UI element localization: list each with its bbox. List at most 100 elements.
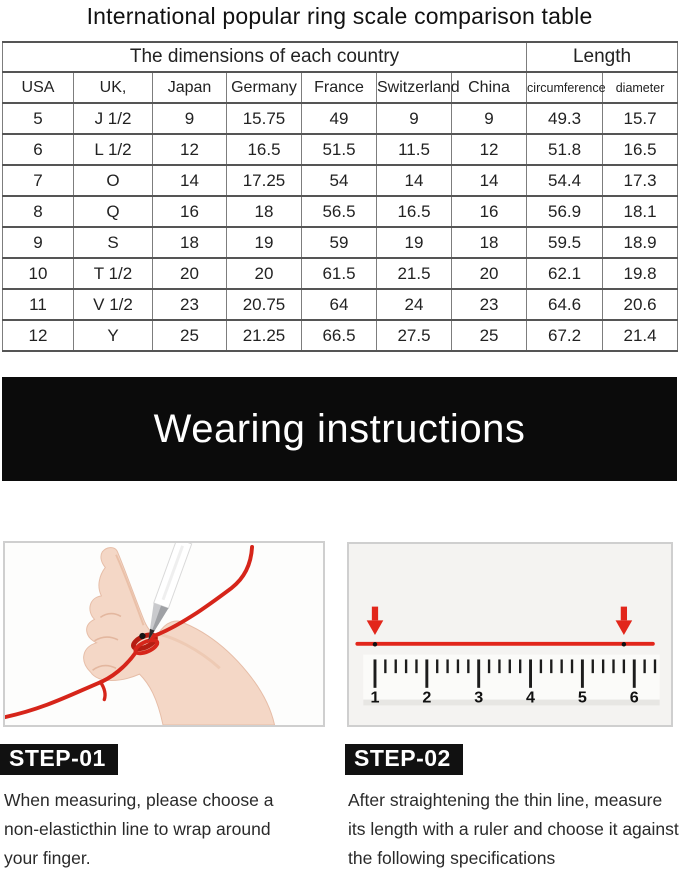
table-cell: 9: [2, 226, 74, 259]
table-cell: 7: [2, 164, 74, 197]
table-cell: 56.9: [526, 195, 604, 228]
red-thread-line: [355, 641, 655, 646]
finger-shading: [115, 554, 145, 626]
table-cell: V 1/2: [73, 288, 153, 321]
col-header-china: China: [450, 71, 528, 104]
table-cell: 18.1: [602, 195, 679, 228]
table-cell: 10: [2, 257, 74, 290]
table-cell: 61.5: [301, 257, 377, 290]
table-cell: 64: [301, 288, 377, 321]
table-cell: 16.5: [376, 195, 452, 228]
banner-label: Wearing instructions: [153, 406, 526, 451]
table-cell: 19: [226, 226, 302, 259]
table-cell: 8: [2, 195, 74, 228]
table-cell: 18: [450, 226, 528, 259]
table-cell: O: [73, 164, 153, 197]
step1-photo-panel: [3, 541, 325, 727]
table-cell: 18.9: [602, 226, 679, 259]
table-cell: 59: [301, 226, 377, 259]
table-cell: 54: [301, 164, 377, 197]
table-cell: 20.6: [602, 288, 679, 321]
step1-line: non-elasticthin line to wrap around: [4, 819, 271, 839]
table-cell: 18: [226, 195, 302, 228]
table-cell: 14: [450, 164, 528, 197]
table-cell: 9: [450, 102, 528, 135]
table-cell: 49.3: [526, 102, 604, 135]
page-title: International popular ring scale compari…: [86, 3, 593, 29]
step1-badge: STEP-01: [0, 744, 118, 775]
table-cell: Y: [73, 319, 153, 352]
table-cell: 16.5: [602, 133, 679, 166]
table-row: 12 Y 25 21.25 66.5 27.5 25 67.2 21.4: [2, 319, 679, 352]
table-cell: L 1/2: [73, 133, 153, 166]
table-cell: 15.75: [226, 102, 302, 135]
down-arrow-icon: [615, 620, 633, 635]
step1-line: your finger.: [4, 848, 91, 868]
table-cell: 21.5: [376, 257, 452, 290]
table-cell: Q: [73, 195, 153, 228]
table-cell: 12: [2, 319, 74, 352]
red-thread-lower: [5, 650, 138, 720]
hand-shading: [157, 632, 221, 670]
step2-line: After straightening the thin line, measu…: [348, 790, 663, 810]
table-column-header-row: USA UK, Japan Germany France Switzerland…: [2, 71, 679, 104]
ruler-strip: [363, 654, 660, 706]
measure-point-dot: [372, 642, 378, 647]
red-thread-upper: [149, 544, 255, 639]
table-cell: 59.5: [526, 226, 604, 259]
col-header-diameter: diameter: [602, 71, 679, 104]
table-cell: 16.5: [226, 133, 302, 166]
marking-pen: [148, 543, 193, 641]
ruler-number: 3: [474, 688, 483, 706]
table-cell: J 1/2: [73, 102, 153, 135]
table-cell: 66.5: [301, 319, 377, 352]
step1-line: When measuring, please choose a: [4, 790, 274, 810]
pen-mark: [139, 632, 146, 640]
down-arrow-icon: [620, 606, 628, 621]
table-header: The dimensions of each country Length US…: [1, 41, 679, 104]
table-row: 7 O 14 17.25 54 14 14 54.4 17.3: [2, 164, 679, 197]
table-cell: S: [73, 226, 153, 259]
table-cell: 51.8: [526, 133, 604, 166]
table-cell: 21.4: [602, 319, 679, 352]
step2-line: the following specifications: [348, 848, 556, 868]
table-row: 11 V 1/2 23 20.75 64 24 23 64.6 20.6: [2, 288, 679, 321]
table-cell: 16: [450, 195, 528, 228]
table-cell: 11.5: [376, 133, 452, 166]
col-header-france: France: [301, 71, 377, 104]
table-cell: 17.25: [226, 164, 302, 197]
table-cell: 20.75: [226, 288, 302, 321]
pen-highlight: [161, 545, 184, 601]
table-cell: 20: [226, 257, 302, 290]
table-cell: 64.6: [526, 288, 604, 321]
col-header-circumference: circumference: [526, 71, 606, 104]
ruler-number: 4: [526, 688, 535, 706]
crease-line: [94, 636, 119, 642]
table-cell: 67.2: [526, 319, 604, 352]
table-cell: 12: [450, 133, 528, 166]
table-cell: 24: [376, 288, 452, 321]
step2-line: its length with a ruler and choose it ag…: [348, 819, 679, 839]
table-cell: 20: [450, 257, 528, 290]
table-cell: T 1/2: [73, 257, 153, 290]
table-cell: 18: [152, 226, 227, 259]
step2-badge: STEP-02: [345, 744, 463, 775]
table-cell: 51.5: [301, 133, 377, 166]
table-cell: 25: [450, 319, 528, 352]
group-header-dimensions: The dimensions of each country: [1, 41, 528, 73]
col-header-japan: Japan: [152, 71, 227, 104]
table-cell: 21.25: [226, 319, 302, 352]
table-cell: 16: [152, 195, 227, 228]
table-cell: 14: [376, 164, 452, 197]
down-arrow-icon: [366, 620, 384, 635]
ruler-graphic: 1 2 3 4 5 6: [355, 606, 660, 706]
ruler-strip-shadow: [363, 699, 660, 706]
table-cell: 19.8: [602, 257, 679, 290]
table-cell: 54.4: [526, 164, 604, 197]
col-header-switzerland: Switzerland: [376, 71, 460, 104]
col-header-usa: USA: [2, 71, 74, 104]
table-cell: 23: [450, 288, 528, 321]
